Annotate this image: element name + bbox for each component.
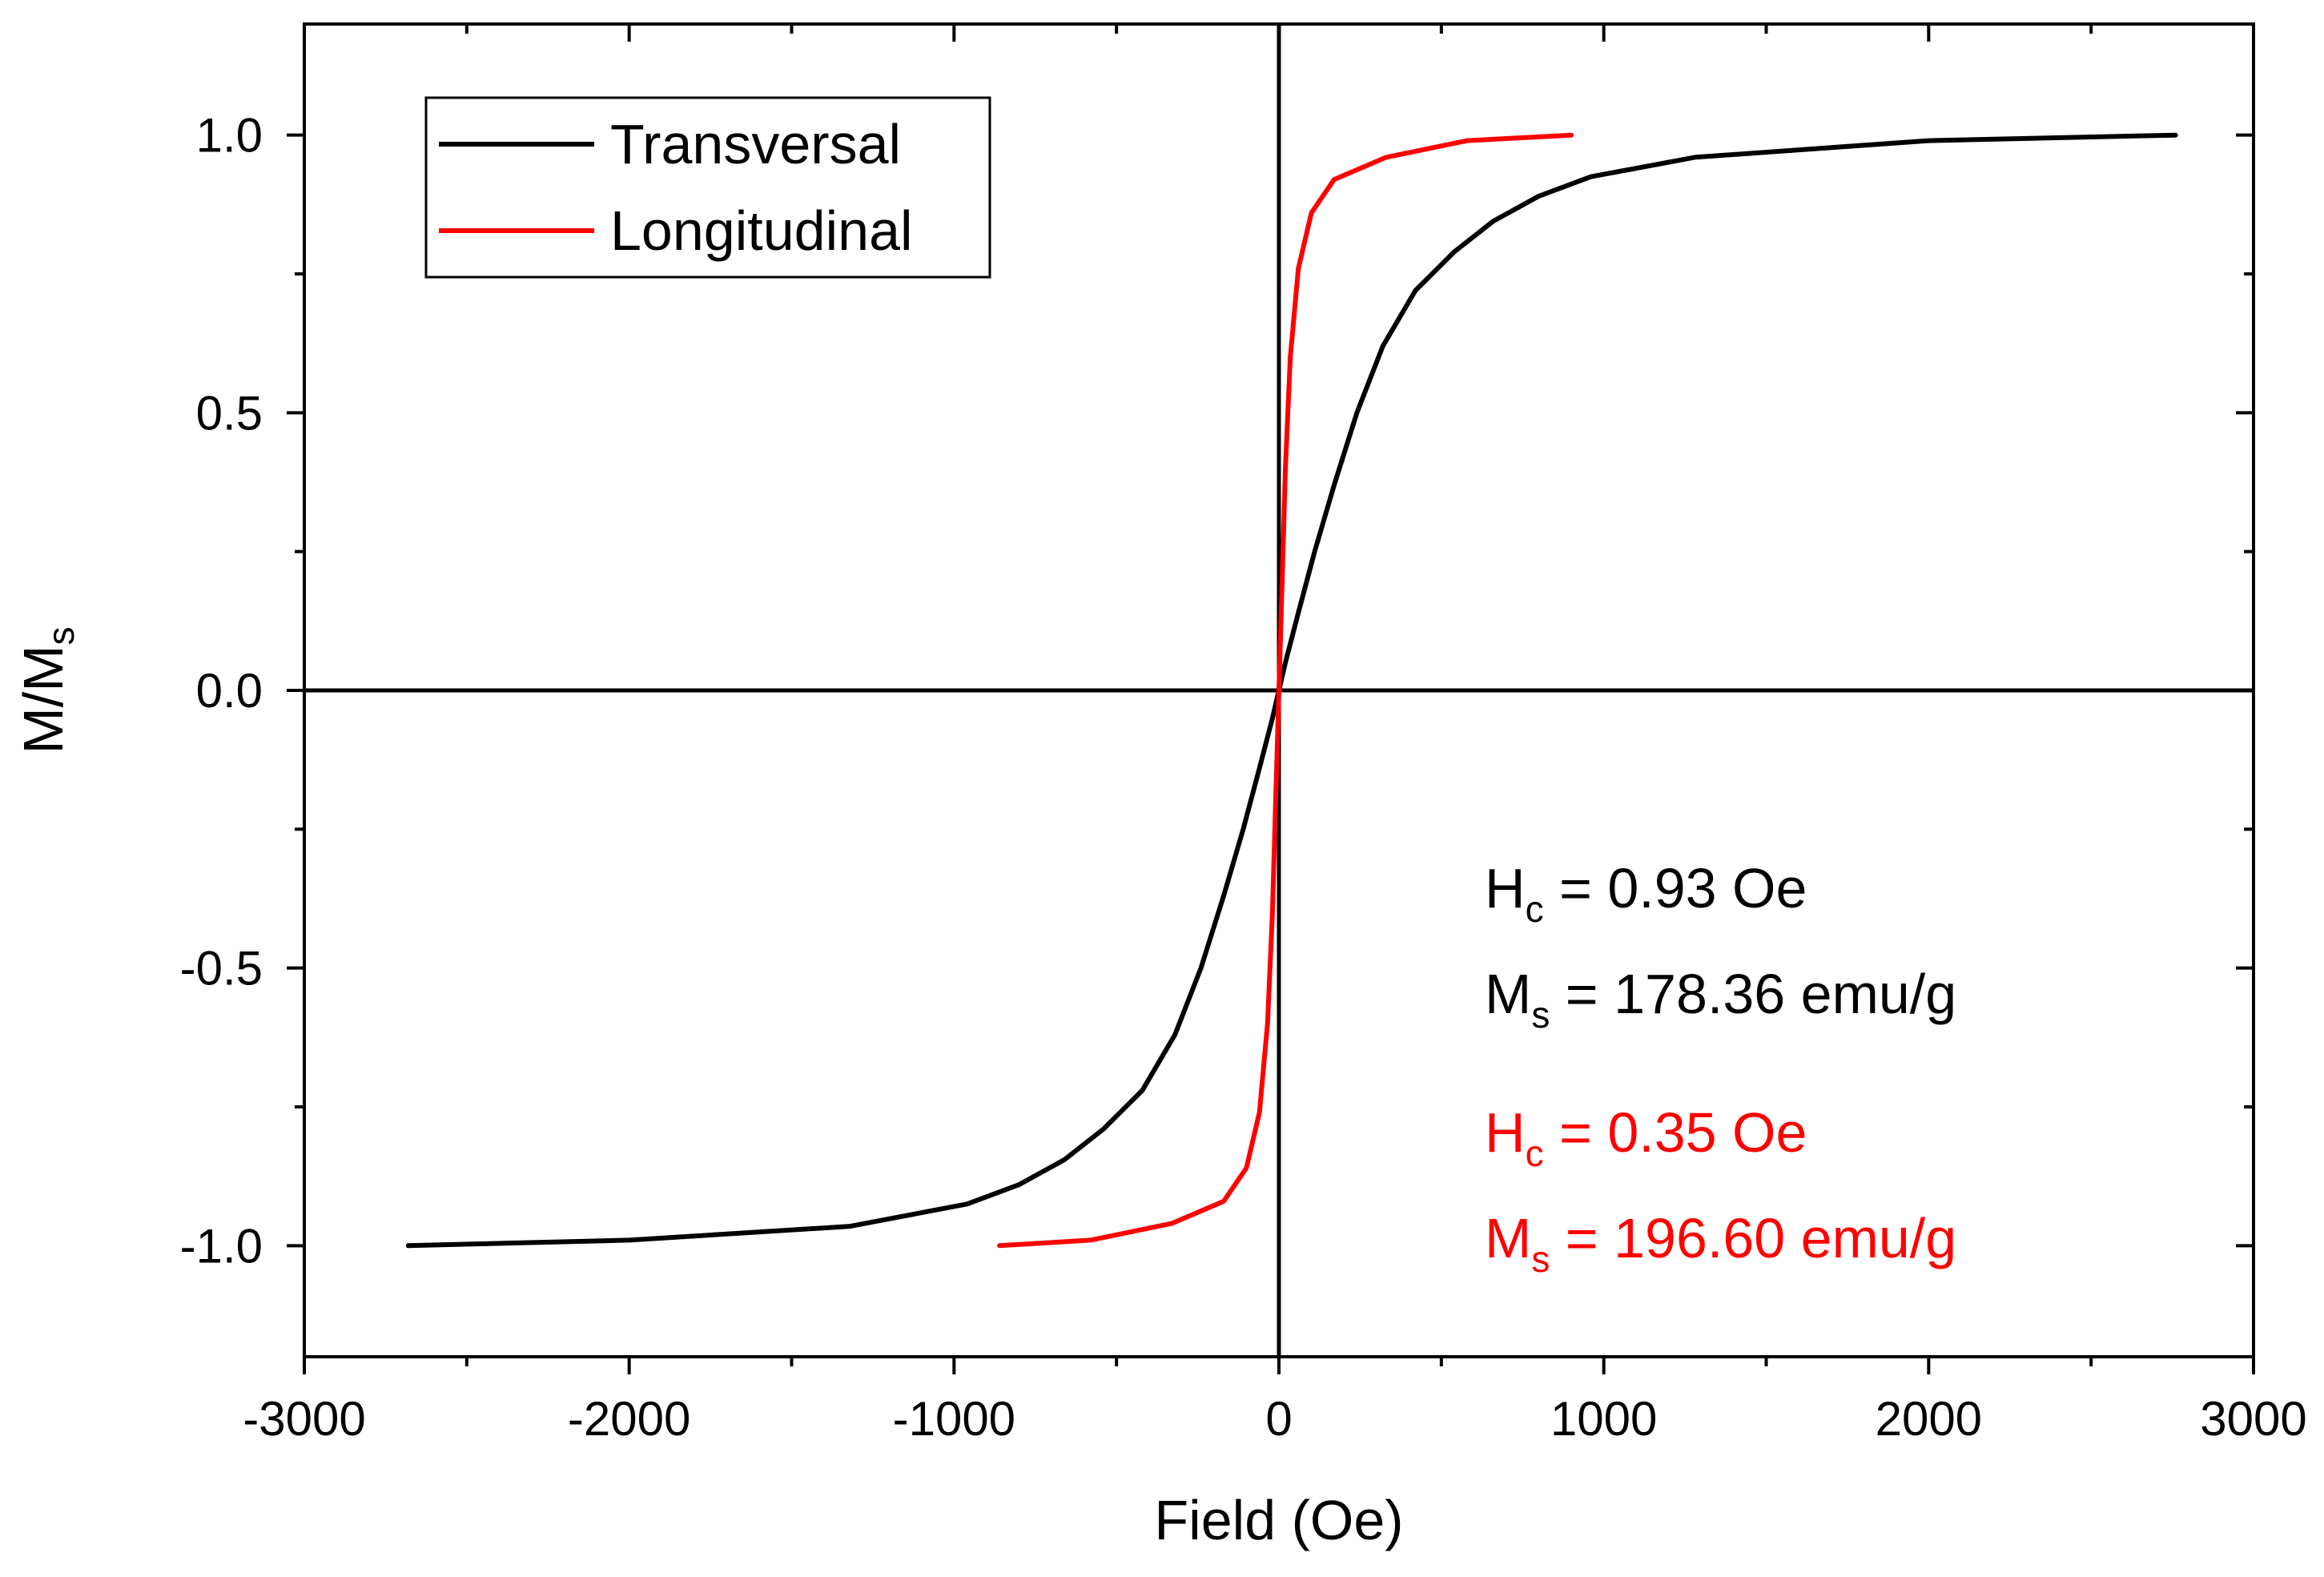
annotation-main: H: [1485, 1101, 1526, 1164]
annotation-subscript: s: [1531, 1238, 1550, 1280]
annotation-hc-longitudinal: Hc = 0.35 Oe: [1485, 1101, 1807, 1174]
annotation-value: = 0.93 Oe: [1544, 857, 1807, 919]
annotation-main: H: [1485, 857, 1526, 919]
y-tick-label: 1.0: [196, 109, 263, 163]
y-tick-label: -0.5: [180, 942, 263, 996]
legend-label-transversal: Transversal: [610, 113, 901, 175]
x-tick-label: 0: [1265, 1392, 1292, 1446]
legend-box: [424, 96, 991, 279]
annotations: Hc = 0.93 Oe Ms = 178.36 emu/g Hc = 0.35…: [1485, 857, 1956, 1280]
y-tick-label: -1.0: [180, 1219, 263, 1273]
annotation-subscript: c: [1526, 1132, 1544, 1174]
annotation-value: = 196.60 emu/g: [1550, 1207, 1956, 1269]
y-tick-label: 0.0: [196, 664, 263, 718]
ticks-group: -3000 -2000 -1000 0 1000 2000 3000 -1.0 -0.5 0.0 0…: [180, 24, 2307, 1446]
x-tick-label: -1000: [893, 1392, 1015, 1446]
y-axis-label-subscript: s: [40, 626, 82, 645]
annotation-subscript: s: [1531, 994, 1550, 1036]
annotation-hc-transversal: Hc = 0.93 Oe: [1485, 857, 1807, 930]
x-tick-label: 1000: [1550, 1392, 1657, 1446]
x-tick-label: 3000: [2200, 1392, 2306, 1446]
y-axis-label: M/Ms: [12, 626, 82, 754]
y-tick-label: 0.5: [196, 386, 263, 440]
annotation-subscript: c: [1526, 888, 1544, 930]
x-tick-label: -3000: [243, 1392, 365, 1446]
legend: Transversal Longitudinal: [424, 96, 991, 279]
legend-label-longitudinal: Longitudinal: [610, 199, 913, 262]
x-axis-label: Field (Oe): [1154, 1489, 1403, 1551]
x-tick-label: 2000: [1876, 1392, 1982, 1446]
series-line-longitudinal: [997, 132, 1574, 1249]
annotation-value: = 0.35 Oe: [1544, 1101, 1807, 1164]
annotation-value: = 178.36 emu/g: [1550, 963, 1956, 1025]
y-axis-label-main: M/M: [12, 645, 74, 754]
series-group: [405, 132, 2178, 1249]
x-tick-label: -2000: [568, 1392, 690, 1446]
axis-labels-group: Field (Oe) M/Ms: [12, 626, 1404, 1551]
annotation-main: M: [1485, 1207, 1531, 1269]
annotation-ms-transversal: Ms = 178.36 emu/g: [1485, 963, 1956, 1036]
annotation-ms-longitudinal: Ms = 196.60 emu/g: [1485, 1207, 1956, 1280]
annotation-main: M: [1485, 963, 1531, 1025]
